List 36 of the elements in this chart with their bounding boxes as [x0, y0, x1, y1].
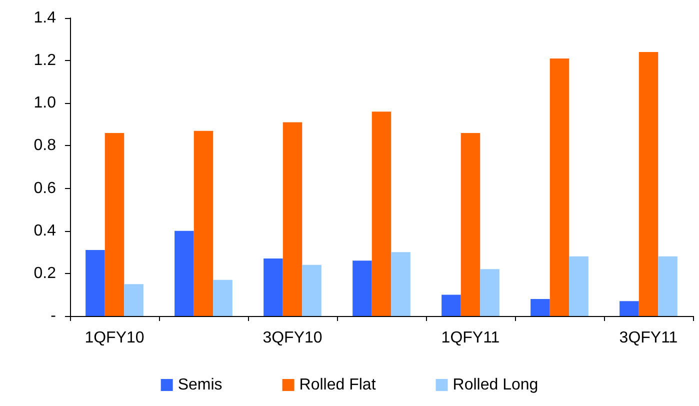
- y-tick-label: 0.6: [34, 180, 56, 197]
- bar: [442, 294, 461, 316]
- bar: [124, 284, 144, 316]
- legend-label: Rolled Flat: [299, 376, 376, 394]
- y-tick-label: -: [50, 308, 56, 324]
- legend-label: Semis: [178, 376, 222, 394]
- bar: [480, 269, 500, 316]
- x-tick-label: 3QFY10: [262, 330, 322, 346]
- y-tick-label: 1.4: [34, 10, 56, 26]
- bar: [302, 264, 322, 316]
- bar: [264, 258, 283, 316]
- bar: [174, 230, 194, 316]
- y-tick-label: 0.4: [34, 222, 56, 240]
- bar: [372, 112, 392, 316]
- bar: [194, 130, 214, 316]
- bar: [550, 58, 570, 316]
- bar: [658, 256, 678, 316]
- y-tick-label: 0.2: [34, 264, 56, 282]
- x-tick-label: 1QFY10: [84, 330, 144, 346]
- bar: [213, 280, 232, 316]
- bar: [620, 301, 639, 316]
- bar: [391, 252, 410, 316]
- bar: [530, 298, 550, 316]
- bar: [569, 256, 588, 316]
- bar: [104, 132, 124, 316]
- bar: [86, 250, 105, 316]
- bar: [460, 132, 480, 316]
- legend-label: Rolled Long: [452, 376, 538, 394]
- bar: [282, 122, 302, 316]
- y-tick-label: 0.8: [34, 137, 56, 154]
- bar: [638, 52, 658, 316]
- y-tick-label: 1.0: [34, 94, 56, 112]
- bar: [352, 260, 372, 316]
- x-tick-label: 1QFY11: [441, 330, 500, 346]
- y-tick-label: 1.2: [34, 52, 56, 70]
- x-tick-label: 3QFY11: [619, 330, 678, 346]
